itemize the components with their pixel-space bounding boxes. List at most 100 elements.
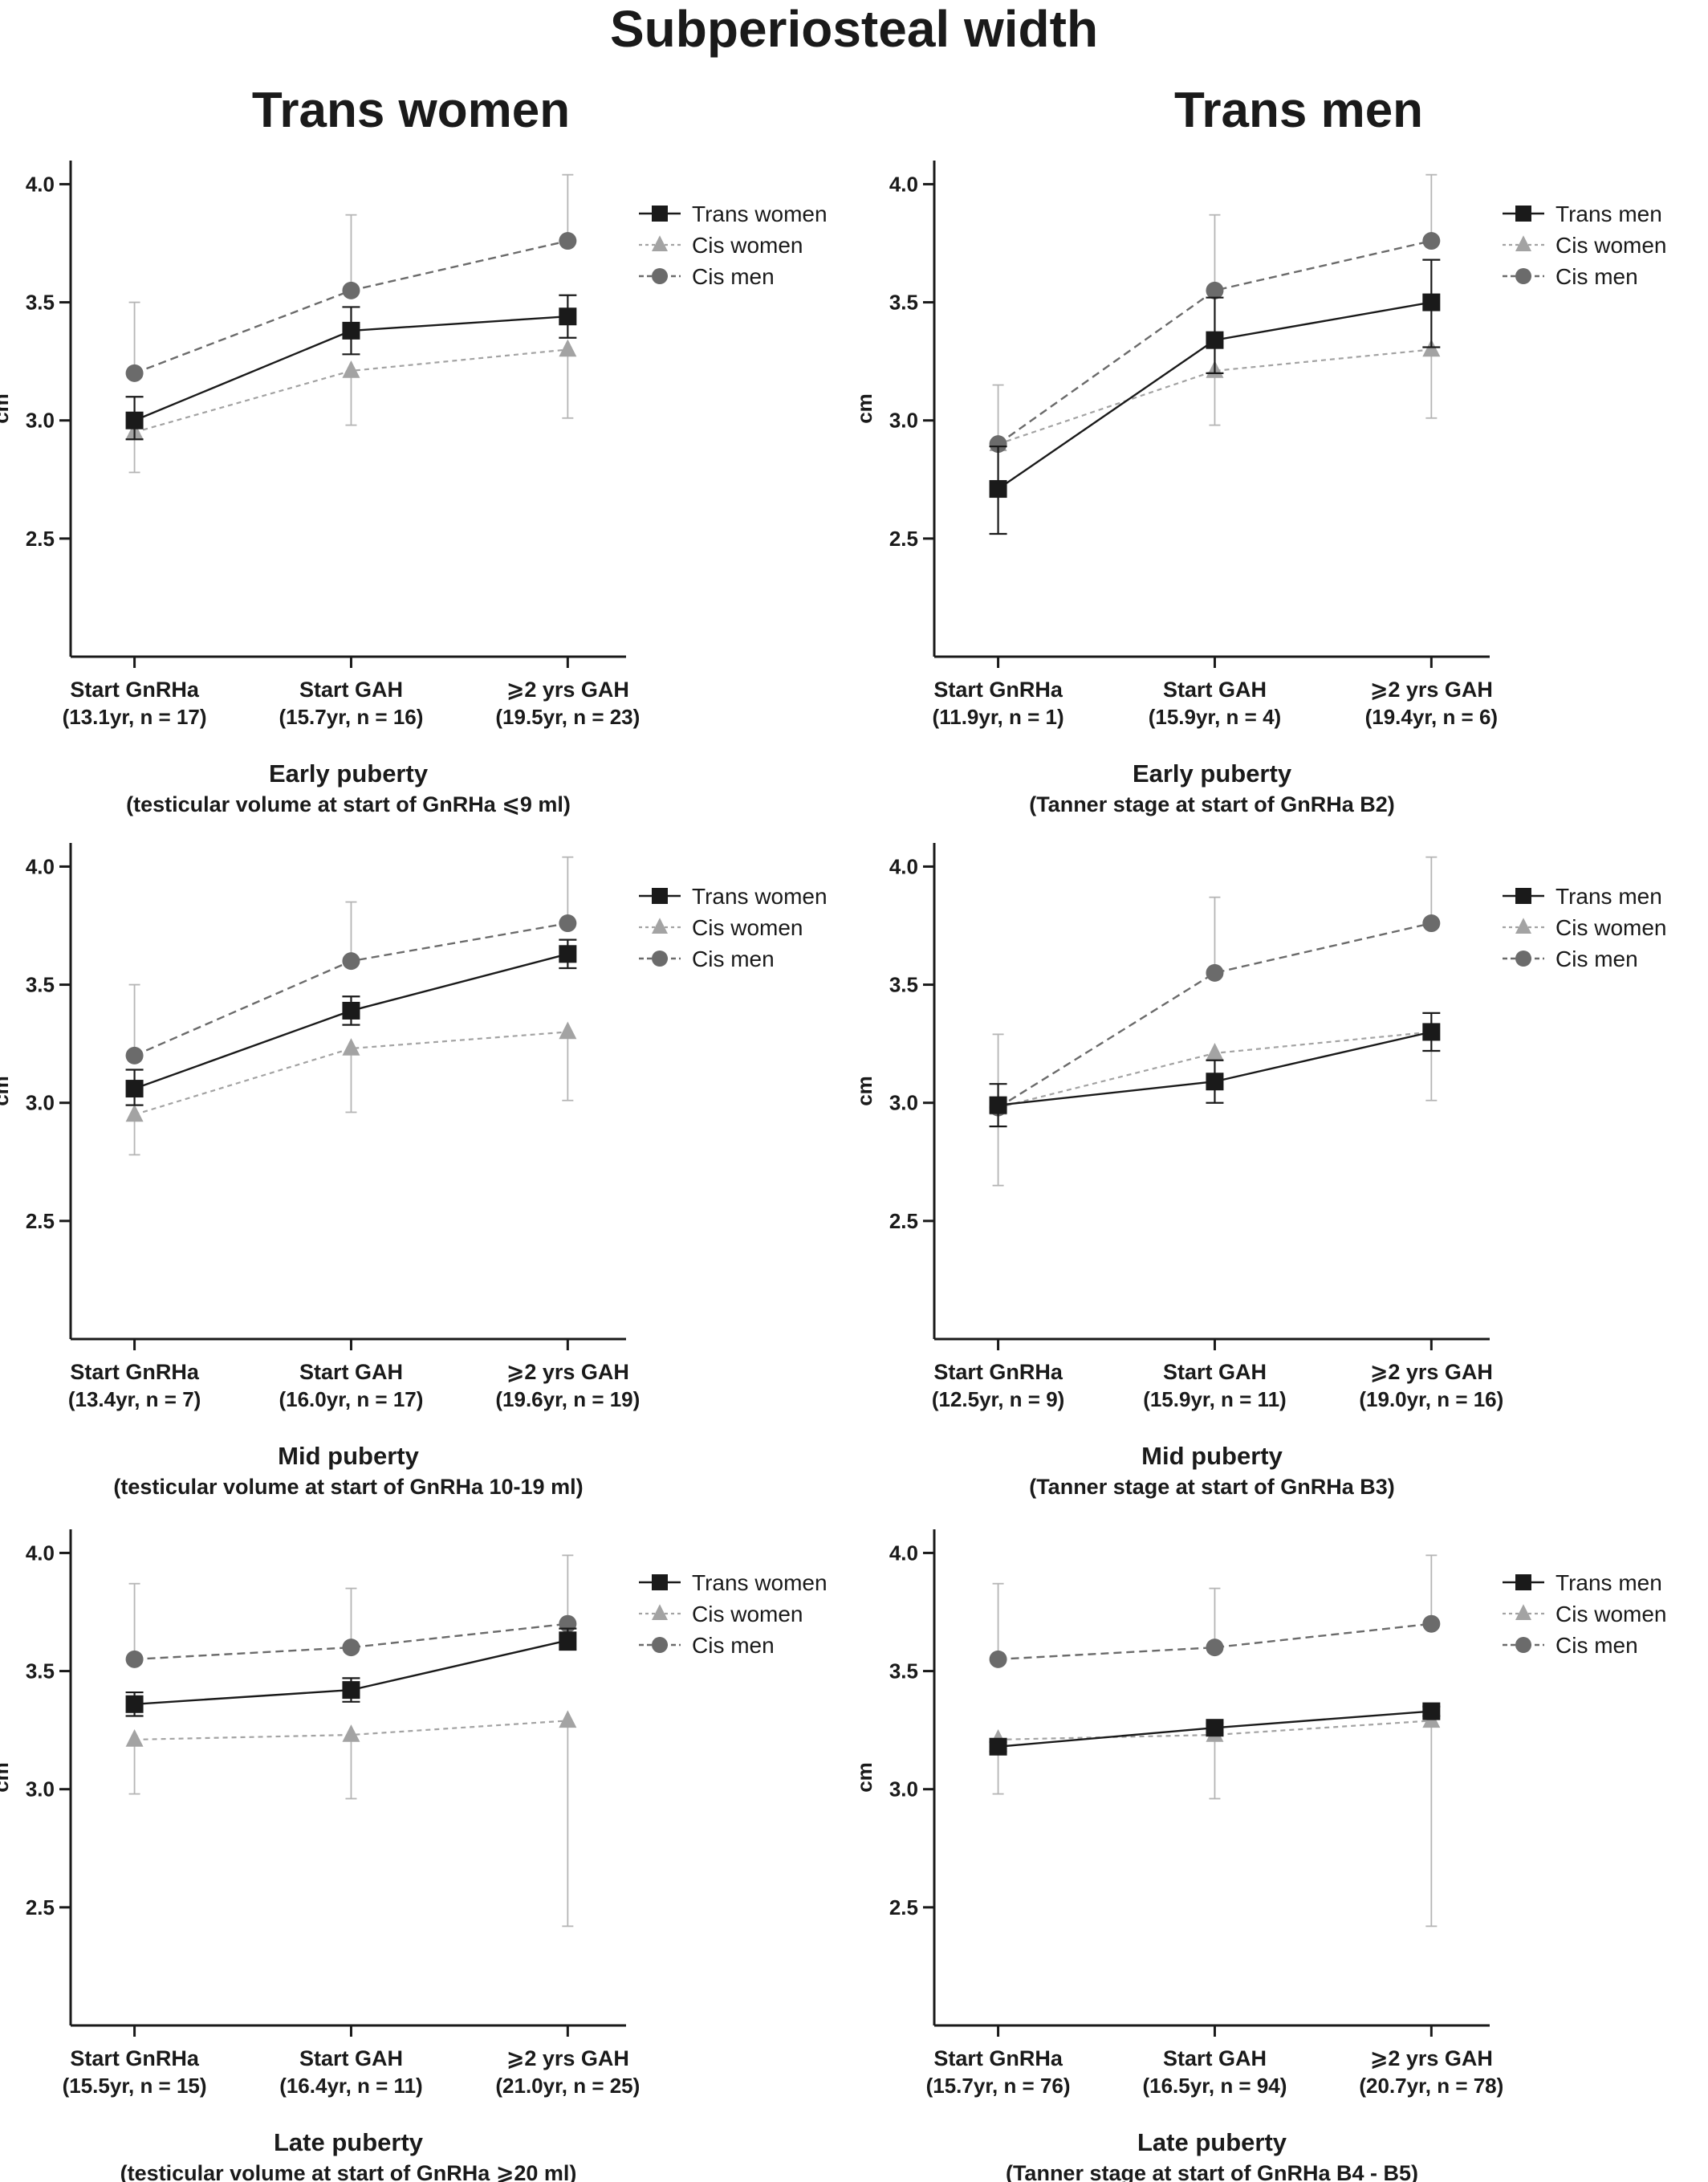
x-tick-sublabel: (12.5yr, n = 9) [932, 1387, 1064, 1411]
data-point [559, 1021, 577, 1040]
data-point [125, 1046, 144, 1065]
x-tick-label: Start GnRHa [70, 1360, 200, 1384]
legend-label: Cis men [692, 264, 775, 289]
legend-marker [1515, 1574, 1531, 1590]
x-tick-sublabel: (15.7yr, n = 76) [926, 2074, 1071, 2098]
data-point [125, 411, 144, 429]
y-tick-label: 4.0 [26, 172, 55, 196]
legend-label: Cis men [692, 946, 775, 971]
x-tick-label: Start GnRHa [933, 1360, 1063, 1384]
data-point [342, 952, 360, 971]
legend: Trans women Cis women Cis men [639, 202, 828, 289]
legend-label: Trans men [1556, 202, 1662, 226]
y-tick-label: 3.5 [889, 291, 918, 315]
chart-trans-men-early: 2.5 3.0 3.5 4.0 cm Start GnRHa (11.9yr, n = 1)… [852, 161, 1666, 816]
legend-marker [1515, 951, 1531, 967]
y-axis-label: cm [852, 1762, 876, 1793]
y-axis-label: cm [0, 393, 13, 424]
y-tick-label: 2.5 [26, 527, 55, 551]
legend-marker [1515, 1637, 1531, 1653]
y-tick-label: 3.0 [889, 409, 918, 433]
chart-panels: 2.5 3.0 3.5 4.0 cm Start GnRHa (13.1yr, n = 17… [0, 161, 1666, 2182]
x-tick-label: Start GnRHa [933, 678, 1063, 702]
data-point [342, 1038, 360, 1056]
data-point [1206, 1073, 1224, 1091]
legend-label: Cis men [692, 1633, 775, 1658]
x-tick-sublabel: (16.5yr, n = 94) [1142, 2074, 1287, 2098]
series-cis-men [125, 173, 577, 382]
data-point [1206, 1719, 1224, 1737]
series-cis-women [125, 339, 577, 474]
legend-label: Cis women [692, 233, 803, 258]
legend-marker [652, 918, 668, 934]
x-tick-sublabel: (19.4yr, n = 6) [1365, 705, 1498, 729]
legend-marker [1515, 235, 1531, 251]
legend-label: Trans women [692, 884, 828, 909]
panel-title: Mid puberty [1141, 1442, 1283, 1470]
data-point [989, 1737, 1007, 1756]
x-tick-label: ⩾2 yrs GAH [1370, 1360, 1493, 1384]
legend-label: Cis women [692, 1602, 803, 1626]
legend-label: Cis women [1556, 915, 1666, 940]
legend-label: Cis women [1556, 233, 1666, 258]
x-tick-label: ⩾2 yrs GAH [506, 1360, 629, 1384]
y-tick-label: 3.5 [889, 973, 918, 997]
column-title-right: Trans men [1174, 83, 1423, 138]
series-trans [989, 259, 1441, 535]
data-point [989, 435, 1007, 454]
y-tick-label: 4.0 [889, 854, 918, 878]
series-line [997, 922, 1432, 1109]
legend-marker [652, 235, 668, 251]
legend-label: Cis women [1556, 1602, 1666, 1626]
data-point [1422, 914, 1441, 933]
x-tick-sublabel: (13.1yr, n = 17) [63, 705, 207, 729]
x-tick-label: Start GAH [1163, 1360, 1267, 1384]
data-point [1422, 232, 1441, 250]
y-tick-label: 2.5 [26, 1209, 55, 1233]
chart-trans-men-mid: 2.5 3.0 3.5 4.0 cm Start GnRHa (12.5yr, n = 9)… [852, 843, 1666, 1499]
series-trans [125, 294, 577, 441]
series-cis-men [125, 856, 577, 1065]
legend-label: Trans women [692, 1570, 828, 1595]
y-tick-label: 4.0 [26, 854, 55, 878]
y-tick-label: 3.5 [26, 1659, 55, 1683]
x-tick-label: Start GnRHa [70, 2046, 200, 2070]
data-point [559, 914, 577, 933]
series-line [134, 1031, 568, 1116]
y-tick-label: 4.0 [26, 1541, 55, 1565]
data-point [1206, 1042, 1224, 1060]
series-trans [125, 1627, 577, 1717]
legend-marker [652, 206, 668, 222]
y-axis-label: cm [852, 393, 876, 424]
series-trans [125, 938, 577, 1106]
legend: Trans women Cis women Cis men [639, 884, 828, 971]
panel-subtitle: (testicular volume at start of GnRHa ⩾20… [120, 2161, 577, 2182]
data-point [1206, 963, 1224, 982]
y-tick-label: 3.0 [26, 1091, 55, 1115]
data-point [1422, 1023, 1441, 1041]
data-point [125, 1650, 144, 1668]
y-axis-label: cm [0, 1762, 13, 1793]
legend-marker [652, 1637, 668, 1653]
legend-label: Trans women [692, 202, 828, 226]
data-point [125, 364, 144, 382]
data-point [342, 360, 360, 378]
panel-subtitle: (Tanner stage at start of GnRHa B2) [1029, 792, 1395, 816]
panel-title: Mid puberty [278, 1442, 419, 1470]
data-point [559, 1710, 577, 1728]
series-line [997, 239, 1432, 446]
data-point [1206, 331, 1224, 349]
x-tick-label: Start GnRHa [933, 2046, 1063, 2070]
data-point [989, 480, 1007, 499]
y-tick-label: 3.0 [889, 1091, 918, 1115]
legend-marker [652, 1604, 668, 1620]
legend: Trans men Cis women Cis men [1503, 1570, 1666, 1658]
data-point [342, 321, 360, 340]
series-cis-men [989, 1554, 1441, 1668]
data-point [342, 1639, 360, 1657]
series-trans [989, 1702, 1441, 1756]
x-tick-sublabel: (19.0yr, n = 16) [1359, 1387, 1503, 1411]
y-tick-label: 3.5 [889, 1659, 918, 1683]
panel-title: Early puberty [1133, 759, 1292, 788]
